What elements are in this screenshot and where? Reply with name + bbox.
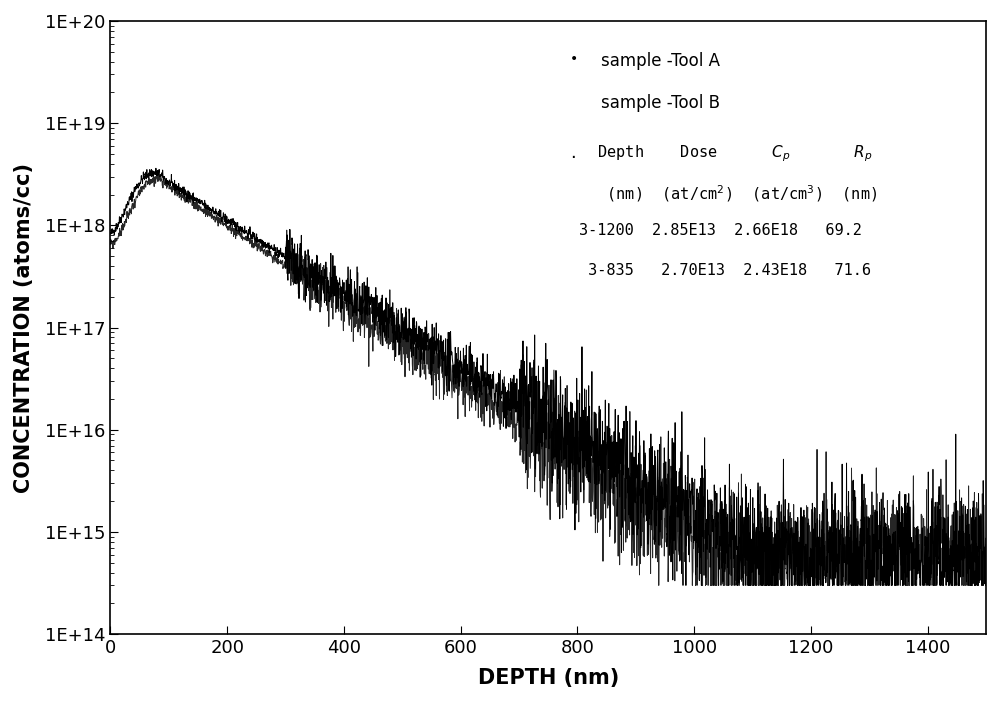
Text: sample -Tool A: sample -Tool A (601, 51, 720, 69)
Text: sample -Tool B: sample -Tool B (601, 95, 720, 112)
Text: (nm)  (at/cm$^2$)  (at/cm$^3$)  (nm): (nm) (at/cm$^2$) (at/cm$^3$) (nm) (579, 183, 877, 204)
Y-axis label: CONCENTRATION (atoms/cc): CONCENTRATION (atoms/cc) (14, 163, 34, 493)
X-axis label: DEPTH (nm): DEPTH (nm) (478, 668, 619, 688)
Text: 3-835   2.70E13  2.43E18   71.6: 3-835 2.70E13 2.43E18 71.6 (579, 263, 871, 278)
Text: Depth    Dose      $C_p$       $R_p$: Depth Dose $C_p$ $R_p$ (579, 143, 873, 164)
Text: .: . (570, 143, 576, 161)
Text: •: • (570, 51, 578, 65)
Text: 3-1200  2.85E13  2.66E18   69.2: 3-1200 2.85E13 2.66E18 69.2 (579, 223, 862, 238)
